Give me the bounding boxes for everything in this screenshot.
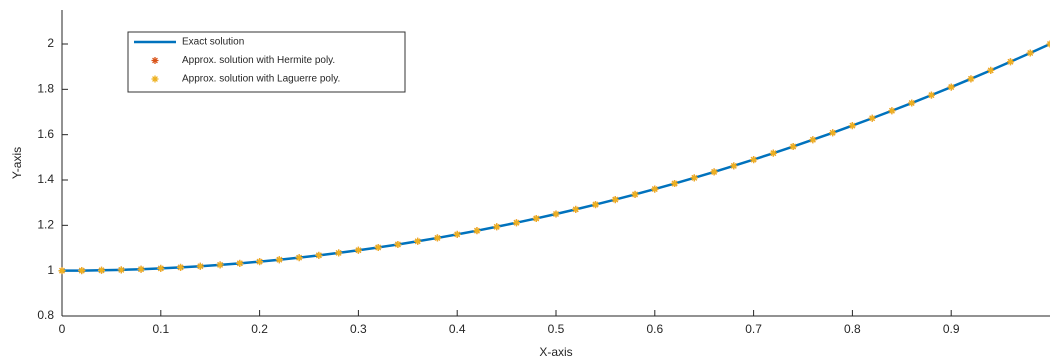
marker <box>1006 58 1014 66</box>
y-tick-label: 2 <box>47 36 54 50</box>
legend-label: Exact solution <box>182 37 244 48</box>
marker <box>552 210 560 218</box>
marker <box>868 114 876 122</box>
y-tick-label: 1.4 <box>37 172 54 186</box>
marker <box>611 196 619 204</box>
marker <box>631 190 639 198</box>
marker <box>196 262 204 270</box>
y-tick-label: 1.6 <box>37 127 54 141</box>
marker <box>710 168 718 176</box>
marker <box>374 243 382 251</box>
x-tick-label: 0.5 <box>548 322 565 336</box>
marker <box>512 219 520 227</box>
x-tick-label: 0.7 <box>745 322 762 336</box>
marker <box>295 254 303 262</box>
marker <box>750 156 758 164</box>
marker <box>78 267 86 275</box>
marker <box>216 261 224 269</box>
marker <box>572 205 580 213</box>
x-tick-label: 0.1 <box>152 322 169 336</box>
marker <box>789 143 797 151</box>
marker <box>730 162 738 170</box>
marker <box>651 185 659 193</box>
marker <box>809 136 817 144</box>
marker <box>769 149 777 157</box>
marker <box>414 237 422 245</box>
x-axis-label: X-axis <box>539 345 572 359</box>
marker <box>433 234 441 242</box>
legend: Exact solution Approx. solution with Herm… <box>127 31 406 93</box>
x-tick-label: 0.6 <box>646 322 663 336</box>
marker <box>532 214 540 222</box>
x-tick-label: 0.9 <box>943 322 960 336</box>
marker <box>473 227 481 235</box>
x-tick-label: 0.3 <box>350 322 367 336</box>
x-tick-label: 0.2 <box>251 322 268 336</box>
marker <box>98 266 106 274</box>
marker <box>256 258 264 266</box>
legend-label: Approx. solution with Laguerre poly. <box>182 74 340 85</box>
marker <box>1026 49 1034 57</box>
marker <box>947 83 955 91</box>
marker <box>137 265 145 273</box>
legend-swatch <box>151 57 159 64</box>
marker <box>829 129 837 137</box>
marker <box>690 174 698 182</box>
marker <box>908 99 916 107</box>
marker <box>236 259 244 267</box>
x-tick-label: 0 <box>59 322 66 336</box>
marker <box>117 266 125 274</box>
y-tick-label: 1.2 <box>37 218 54 232</box>
marker <box>394 240 402 248</box>
marker <box>354 246 362 254</box>
marker <box>848 122 856 130</box>
marker <box>157 264 165 272</box>
y-tick-label: 1.8 <box>37 82 54 96</box>
marker <box>335 249 343 257</box>
marker <box>493 223 501 231</box>
marker <box>58 267 66 275</box>
marker <box>987 66 995 74</box>
marker <box>177 263 185 271</box>
legend-swatch <box>151 75 159 83</box>
marker <box>888 107 896 115</box>
y-axis-label: Y-axis <box>10 147 24 179</box>
marker <box>967 75 975 83</box>
marker <box>315 251 323 259</box>
marker <box>592 201 600 209</box>
legend-label: Approx. solution with Hermite poly. <box>182 55 335 66</box>
marker <box>927 91 935 99</box>
x-tick-label: 0.8 <box>844 322 861 336</box>
marker <box>275 256 283 264</box>
marker <box>453 230 461 238</box>
marker <box>671 180 679 188</box>
x-tick-label: 0.4 <box>449 322 466 336</box>
y-tick-label: 1 <box>47 263 54 277</box>
y-tick-label: 0.8 <box>37 308 54 322</box>
